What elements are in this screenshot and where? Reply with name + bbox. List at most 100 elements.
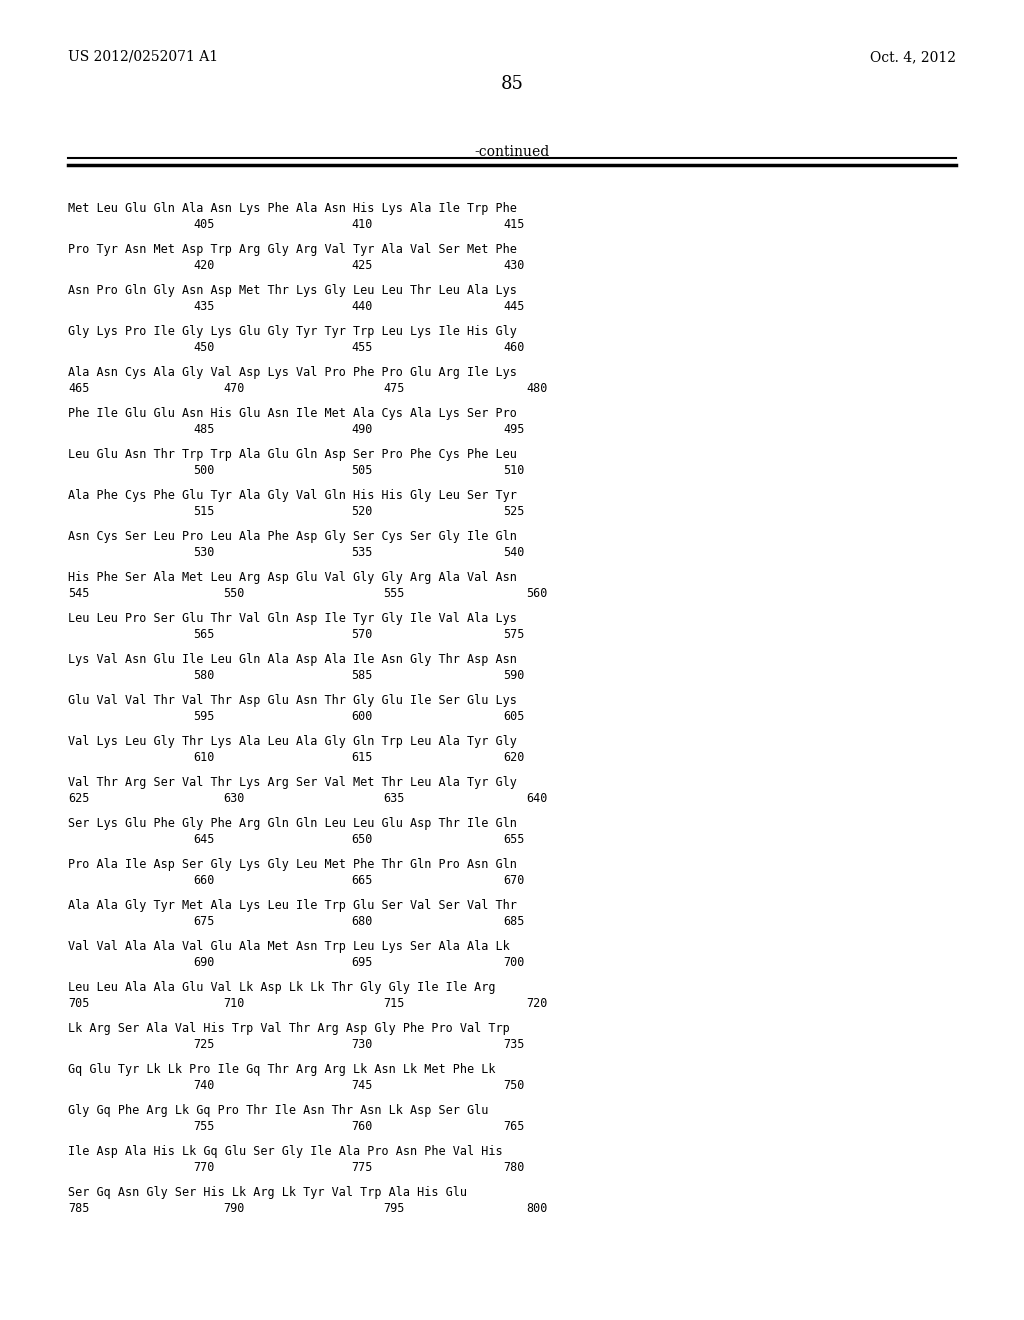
Text: 590: 590 — [503, 669, 524, 682]
Text: Phe Ile Glu Glu Asn His Glu Asn Ile Met Ala Cys Ala Lys Ser Pro: Phe Ile Glu Glu Asn His Glu Asn Ile Met … — [68, 407, 517, 420]
Text: 660: 660 — [193, 874, 214, 887]
Text: 680: 680 — [351, 915, 373, 928]
Text: 765: 765 — [503, 1119, 524, 1133]
Text: 595: 595 — [193, 710, 214, 723]
Text: Lk Arg Ser Ala Val His Trp Val Thr Arg Asp Gly Phe Pro Val Trp: Lk Arg Ser Ala Val His Trp Val Thr Arg A… — [68, 1022, 510, 1035]
Text: 505: 505 — [351, 465, 373, 477]
Text: 700: 700 — [503, 956, 524, 969]
Text: 475: 475 — [383, 381, 404, 395]
Text: 495: 495 — [503, 422, 524, 436]
Text: 720: 720 — [526, 997, 548, 1010]
Text: 780: 780 — [503, 1162, 524, 1173]
Text: 630: 630 — [223, 792, 245, 805]
Text: Met Leu Glu Gln Ala Asn Lys Phe Ala Asn His Lys Ala Ile Trp Phe: Met Leu Glu Gln Ala Asn Lys Phe Ala Asn … — [68, 202, 517, 215]
Text: 485: 485 — [193, 422, 214, 436]
Text: 785: 785 — [68, 1203, 89, 1214]
Text: 430: 430 — [503, 259, 524, 272]
Text: 625: 625 — [68, 792, 89, 805]
Text: Leu Leu Ala Ala Glu Val Lk Asp Lk Lk Thr Gly Gly Ile Ile Arg: Leu Leu Ala Ala Glu Val Lk Asp Lk Lk Thr… — [68, 981, 496, 994]
Text: 520: 520 — [351, 506, 373, 517]
Text: Ala Phe Cys Phe Glu Tyr Ala Gly Val Gln His His Gly Leu Ser Tyr: Ala Phe Cys Phe Glu Tyr Ala Gly Val Gln … — [68, 488, 517, 502]
Text: Val Val Ala Ala Val Glu Ala Met Asn Trp Leu Lys Ser Ala Ala Lk: Val Val Ala Ala Val Glu Ala Met Asn Trp … — [68, 940, 510, 953]
Text: 540: 540 — [503, 546, 524, 558]
Text: 685: 685 — [503, 915, 524, 928]
Text: 665: 665 — [351, 874, 373, 887]
Text: Asn Pro Gln Gly Asn Asp Met Thr Lys Gly Leu Leu Thr Leu Ala Lys: Asn Pro Gln Gly Asn Asp Met Thr Lys Gly … — [68, 284, 517, 297]
Text: Gq Glu Tyr Lk Lk Pro Ile Gq Thr Arg Arg Lk Asn Lk Met Phe Lk: Gq Glu Tyr Lk Lk Pro Ile Gq Thr Arg Arg … — [68, 1063, 496, 1076]
Text: 690: 690 — [193, 956, 214, 969]
Text: Ser Gq Asn Gly Ser His Lk Arg Lk Tyr Val Trp Ala His Glu: Ser Gq Asn Gly Ser His Lk Arg Lk Tyr Val… — [68, 1185, 467, 1199]
Text: Val Thr Arg Ser Val Thr Lys Arg Ser Val Met Thr Leu Ala Tyr Gly: Val Thr Arg Ser Val Thr Lys Arg Ser Val … — [68, 776, 517, 789]
Text: 650: 650 — [351, 833, 373, 846]
Text: 405: 405 — [193, 218, 214, 231]
Text: 570: 570 — [351, 628, 373, 642]
Text: 545: 545 — [68, 587, 89, 601]
Text: 795: 795 — [383, 1203, 404, 1214]
Text: 445: 445 — [503, 300, 524, 313]
Text: 770: 770 — [193, 1162, 214, 1173]
Text: 600: 600 — [351, 710, 373, 723]
Text: 420: 420 — [193, 259, 214, 272]
Text: 450: 450 — [193, 341, 214, 354]
Text: Gly Gq Phe Arg Lk Gq Pro Thr Ile Asn Thr Asn Lk Asp Ser Glu: Gly Gq Phe Arg Lk Gq Pro Thr Ile Asn Thr… — [68, 1104, 488, 1117]
Text: US 2012/0252071 A1: US 2012/0252071 A1 — [68, 50, 218, 63]
Text: 640: 640 — [526, 792, 548, 805]
Text: Ile Asp Ala His Lk Gq Glu Ser Gly Ile Ala Pro Asn Phe Val His: Ile Asp Ala His Lk Gq Glu Ser Gly Ile Al… — [68, 1144, 503, 1158]
Text: 710: 710 — [223, 997, 245, 1010]
Text: 515: 515 — [193, 506, 214, 517]
Text: 755: 755 — [193, 1119, 214, 1133]
Text: 440: 440 — [351, 300, 373, 313]
Text: 565: 565 — [193, 628, 214, 642]
Text: 530: 530 — [193, 546, 214, 558]
Text: Oct. 4, 2012: Oct. 4, 2012 — [870, 50, 956, 63]
Text: 535: 535 — [351, 546, 373, 558]
Text: 745: 745 — [351, 1078, 373, 1092]
Text: His Phe Ser Ala Met Leu Arg Asp Glu Val Gly Gly Arg Ala Val Asn: His Phe Ser Ala Met Leu Arg Asp Glu Val … — [68, 572, 517, 583]
Text: 705: 705 — [68, 997, 89, 1010]
Text: 730: 730 — [351, 1038, 373, 1051]
Text: -continued: -continued — [474, 145, 550, 158]
Text: 735: 735 — [503, 1038, 524, 1051]
Text: 605: 605 — [503, 710, 524, 723]
Text: Asn Cys Ser Leu Pro Leu Ala Phe Asp Gly Ser Cys Ser Gly Ile Gln: Asn Cys Ser Leu Pro Leu Ala Phe Asp Gly … — [68, 531, 517, 543]
Text: Ser Lys Glu Phe Gly Phe Arg Gln Gln Leu Leu Glu Asp Thr Ile Gln: Ser Lys Glu Phe Gly Phe Arg Gln Gln Leu … — [68, 817, 517, 830]
Text: 580: 580 — [193, 669, 214, 682]
Text: 560: 560 — [526, 587, 548, 601]
Text: Leu Leu Pro Ser Glu Thr Val Gln Asp Ile Tyr Gly Ile Val Ala Lys: Leu Leu Pro Ser Glu Thr Val Gln Asp Ile … — [68, 612, 517, 624]
Text: 750: 750 — [503, 1078, 524, 1092]
Text: 500: 500 — [193, 465, 214, 477]
Text: 555: 555 — [383, 587, 404, 601]
Text: 85: 85 — [501, 75, 523, 92]
Text: 725: 725 — [193, 1038, 214, 1051]
Text: Ala Ala Gly Tyr Met Ala Lys Leu Ile Trp Glu Ser Val Ser Val Thr: Ala Ala Gly Tyr Met Ala Lys Leu Ile Trp … — [68, 899, 517, 912]
Text: 490: 490 — [351, 422, 373, 436]
Text: 410: 410 — [351, 218, 373, 231]
Text: 550: 550 — [223, 587, 245, 601]
Text: 525: 525 — [503, 506, 524, 517]
Text: 510: 510 — [503, 465, 524, 477]
Text: 655: 655 — [503, 833, 524, 846]
Text: 615: 615 — [351, 751, 373, 764]
Text: 645: 645 — [193, 833, 214, 846]
Text: 460: 460 — [503, 341, 524, 354]
Text: Val Lys Leu Gly Thr Lys Ala Leu Ala Gly Gln Trp Leu Ala Tyr Gly: Val Lys Leu Gly Thr Lys Ala Leu Ala Gly … — [68, 735, 517, 748]
Text: 675: 675 — [193, 915, 214, 928]
Text: 465: 465 — [68, 381, 89, 395]
Text: 790: 790 — [223, 1203, 245, 1214]
Text: 635: 635 — [383, 792, 404, 805]
Text: Pro Tyr Asn Met Asp Trp Arg Gly Arg Val Tyr Ala Val Ser Met Phe: Pro Tyr Asn Met Asp Trp Arg Gly Arg Val … — [68, 243, 517, 256]
Text: Leu Glu Asn Thr Trp Trp Ala Glu Gln Asp Ser Pro Phe Cys Phe Leu: Leu Glu Asn Thr Trp Trp Ala Glu Gln Asp … — [68, 447, 517, 461]
Text: 470: 470 — [223, 381, 245, 395]
Text: 715: 715 — [383, 997, 404, 1010]
Text: 760: 760 — [351, 1119, 373, 1133]
Text: Gly Lys Pro Ile Gly Lys Glu Gly Tyr Tyr Trp Leu Lys Ile His Gly: Gly Lys Pro Ile Gly Lys Glu Gly Tyr Tyr … — [68, 325, 517, 338]
Text: 670: 670 — [503, 874, 524, 887]
Text: Glu Val Val Thr Val Thr Asp Glu Asn Thr Gly Glu Ile Ser Glu Lys: Glu Val Val Thr Val Thr Asp Glu Asn Thr … — [68, 694, 517, 708]
Text: 425: 425 — [351, 259, 373, 272]
Text: 610: 610 — [193, 751, 214, 764]
Text: 455: 455 — [351, 341, 373, 354]
Text: 800: 800 — [526, 1203, 548, 1214]
Text: 695: 695 — [351, 956, 373, 969]
Text: 435: 435 — [193, 300, 214, 313]
Text: 415: 415 — [503, 218, 524, 231]
